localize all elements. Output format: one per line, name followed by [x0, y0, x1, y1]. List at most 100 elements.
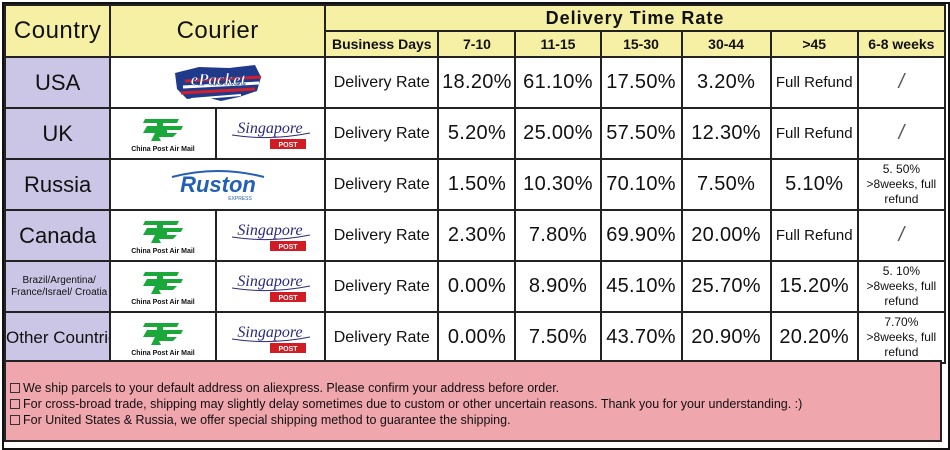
note-line: For cross-broad trade, shipping may slig… [10, 396, 940, 412]
rate-6-8-weeks: 5. 50% >8weeks, full refund [856, 158, 947, 211]
rate-30-44: 3.20% [680, 56, 772, 109]
rate-15-30: 45.10% [599, 260, 683, 313]
table-row-brazil-argentina-france-israel-croatia: Brazil/Argentina/ France/Israel/ Croatia… [3, 260, 947, 313]
rate-11-15: 8.90% [514, 260, 602, 313]
country-name: USA [3, 56, 112, 109]
courier-cell-china-post: China Post Air Mail [109, 260, 217, 313]
rate-over-45: Full Refund [769, 56, 859, 109]
rate-30-44: 25.70% [680, 260, 772, 313]
checkbox-icon [10, 415, 20, 425]
ruston-logo: Ruston EXPRESS [112, 167, 323, 203]
country-header: Country [3, 4, 112, 58]
rate-7-10: 1.50% [437, 158, 517, 211]
courier-cell-china-post: China Post Air Mail [109, 209, 217, 262]
rate-6-8-weeks: / [856, 107, 947, 160]
delivery-time-rate-header: Delivery Time Rate [324, 4, 946, 32]
rate-15-30: 43.70% [599, 311, 683, 364]
courier-cell-singapore-post: Singapore POST [214, 107, 327, 160]
courier-cell-singapore-post: Singapore POST [214, 209, 327, 262]
svg-text:Singapore: Singapore [238, 324, 303, 341]
rate-15-30: 17.50% [599, 56, 683, 109]
rate-7-10: 0.00% [437, 311, 517, 364]
rate-6-8-weeks: 5. 10% >8weeks, full refund [856, 260, 947, 313]
rate-over-45: 20.20% [769, 311, 859, 364]
table-row-other-countries: Other Countries China Post Air Mail Sing… [3, 311, 947, 364]
svg-text:Ruston: Ruston [180, 172, 256, 197]
delivery-rate-label: Delivery Rate [324, 56, 440, 109]
china-post-logo: China Post Air Mail [112, 268, 213, 306]
checkbox-icon [10, 399, 20, 409]
column-11-15: 11-15 [514, 30, 602, 58]
svg-text:Singapore: Singapore [238, 120, 303, 137]
table-row-russia: Russia Ruston EXPRESS Delivery Rate 1.50… [3, 158, 947, 211]
svg-text:POST: POST [279, 346, 299, 353]
rate-7-10: 18.20% [437, 56, 517, 109]
note-line: We ship parcels to your default address … [10, 380, 940, 396]
column-6-8-weeks: 6-8 weeks [856, 30, 947, 58]
rate-30-44: 7.50% [680, 158, 772, 211]
column-business-days: Business Days [324, 30, 440, 58]
epacket-logo: ePacket [112, 61, 323, 105]
rate-6-8-weeks: / [856, 209, 947, 262]
svg-text:POST: POST [279, 142, 299, 149]
courier-header: Courier [109, 4, 327, 58]
rate-6-8-weeks: 7.70% >8weeks, full refund [856, 311, 947, 364]
rate-7-10: 2.30% [437, 209, 517, 262]
rate-7-10: 0.00% [437, 260, 517, 313]
singapore-post-logo: Singapore POST [218, 321, 323, 355]
delivery-rate-label: Delivery Rate [324, 158, 440, 211]
courier-cell: Ruston EXPRESS [109, 158, 327, 211]
rate-7-10: 5.20% [437, 107, 517, 160]
svg-text:EXPRESS: EXPRESS [228, 196, 252, 202]
country-name: UK [3, 107, 112, 160]
table-row-usa: USA ePacket Delivery Rate 18.20% 61.10% … [3, 56, 947, 109]
column-over-45: >45 [769, 30, 859, 58]
svg-text:POST: POST [279, 244, 299, 251]
checkbox-icon [10, 383, 20, 393]
column-7-10: 7-10 [437, 30, 517, 58]
table-row-uk: UK China Post Air Mail Singapore POST De… [3, 107, 947, 160]
rate-over-45: 5.10% [769, 158, 859, 211]
rate-30-44: 20.00% [680, 209, 772, 262]
delivery-rate-label: Delivery Rate [324, 260, 440, 313]
rate-11-15: 10.30% [514, 158, 602, 211]
rate-15-30: 57.50% [599, 107, 683, 160]
rate-30-44: 12.30% [680, 107, 772, 160]
rate-6-8-weeks: / [856, 56, 947, 109]
rate-11-15: 7.50% [514, 311, 602, 364]
courier-cell-singapore-post: Singapore POST [214, 260, 327, 313]
delivery-rate-label: Delivery Rate [324, 311, 440, 364]
country-name: Russia [3, 158, 112, 211]
china-post-logo: China Post Air Mail [112, 319, 213, 357]
rate-30-44: 20.90% [680, 311, 772, 364]
courier-cell-singapore-post: Singapore POST [214, 311, 327, 364]
country-name: Brazil/Argentina/ France/Israel/ Croatia [3, 260, 112, 313]
courier-cell: ePacket [109, 56, 327, 109]
svg-text:ePacket: ePacket [190, 70, 246, 89]
country-name: Canada [3, 209, 112, 262]
svg-text:Singapore: Singapore [238, 222, 303, 239]
rate-over-45: Full Refund [769, 107, 859, 160]
rate-over-45: 15.20% [769, 260, 859, 313]
rate-11-15: 25.00% [514, 107, 602, 160]
country-name: Other Countries [3, 311, 112, 364]
svg-text:Singapore: Singapore [238, 273, 303, 290]
courier-cell-china-post: China Post Air Mail [109, 311, 217, 364]
rate-15-30: 69.90% [599, 209, 683, 262]
column-15-30: 15-30 [599, 30, 683, 58]
singapore-post-logo: Singapore POST [218, 270, 323, 304]
svg-text:POST: POST [279, 295, 299, 302]
rate-11-15: 61.10% [514, 56, 602, 109]
rate-over-45: Full Refund [769, 209, 859, 262]
note-line: For United States & Russia, we offer spe… [10, 412, 940, 428]
table-row-canada: Canada China Post Air Mail Singapore POS… [3, 209, 947, 262]
delivery-rate-label: Delivery Rate [324, 209, 440, 262]
china-post-logo: China Post Air Mail [112, 115, 213, 153]
singapore-post-logo: Singapore POST [218, 219, 323, 253]
singapore-post-logo: Singapore POST [218, 117, 323, 151]
shipping-notes: We ship parcels to your default address … [4, 360, 942, 442]
delivery-rate-table: Country Courier Delivery Time Rate Busin… [3, 4, 947, 364]
column-30-44: 30-44 [680, 30, 772, 58]
delivery-rate-label: Delivery Rate [324, 107, 440, 160]
courier-cell-china-post: China Post Air Mail [109, 107, 217, 160]
